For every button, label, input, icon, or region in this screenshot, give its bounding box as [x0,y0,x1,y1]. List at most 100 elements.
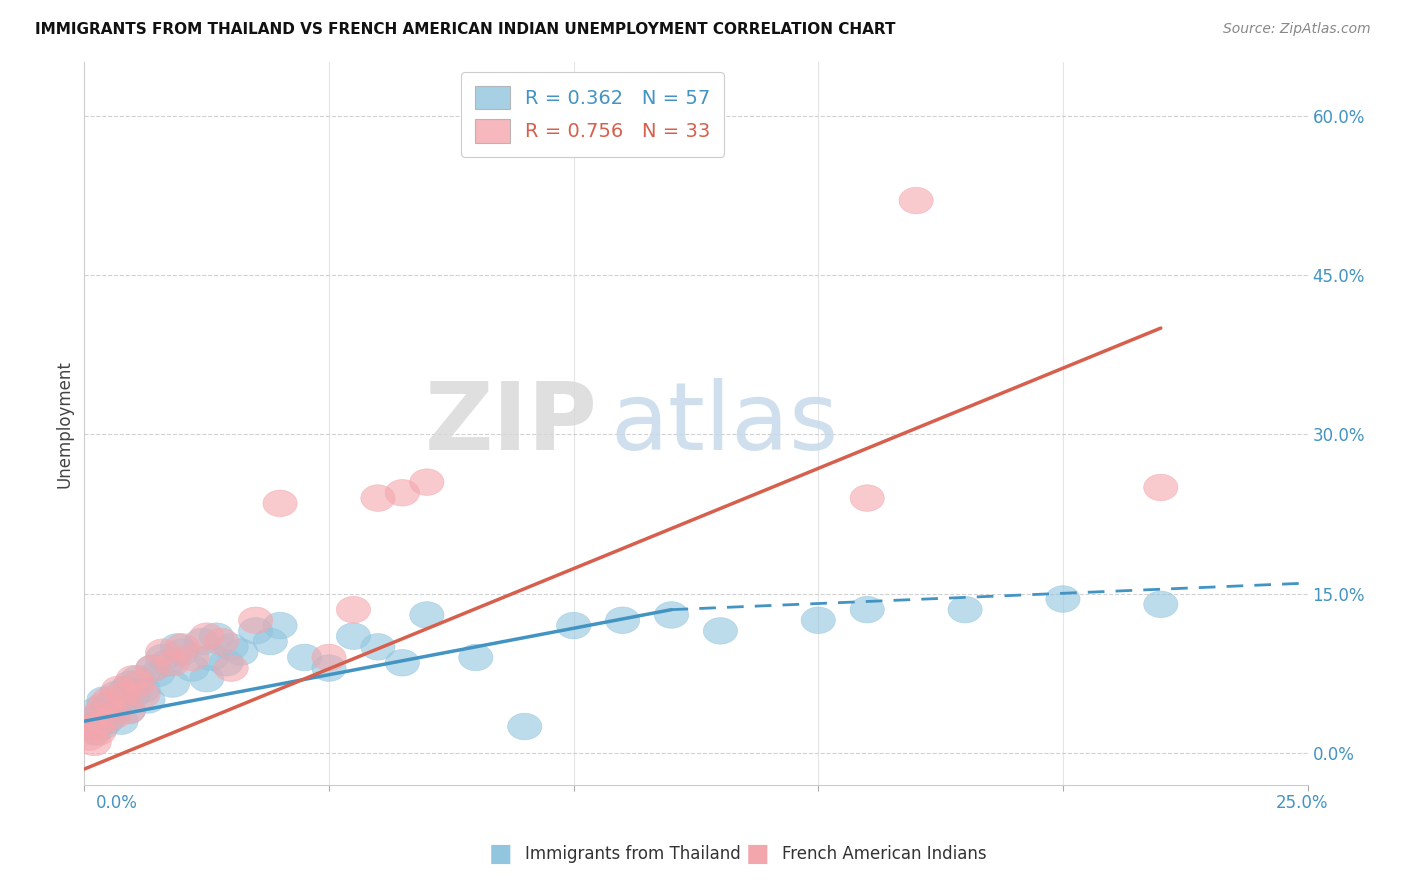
Ellipse shape [82,719,117,745]
Text: ■: ■ [745,841,769,865]
Ellipse shape [898,187,934,214]
Text: 25.0%: 25.0% [1277,794,1329,812]
Ellipse shape [87,692,121,719]
Ellipse shape [94,703,128,729]
Ellipse shape [409,602,444,628]
Ellipse shape [336,597,371,623]
Ellipse shape [606,607,640,633]
Ellipse shape [508,714,541,739]
Ellipse shape [72,714,107,739]
Ellipse shape [214,655,249,681]
Ellipse shape [703,617,738,644]
Ellipse shape [385,649,419,676]
Ellipse shape [194,644,229,671]
Ellipse shape [82,703,117,729]
Ellipse shape [107,687,141,714]
Ellipse shape [114,671,148,698]
Ellipse shape [117,681,150,708]
Ellipse shape [224,639,259,665]
Ellipse shape [111,698,146,724]
Ellipse shape [385,480,419,506]
Ellipse shape [165,633,200,660]
Ellipse shape [127,676,160,703]
Ellipse shape [458,644,494,671]
Ellipse shape [654,602,689,628]
Ellipse shape [150,649,184,676]
Ellipse shape [239,617,273,644]
Ellipse shape [77,729,111,756]
Text: IMMIGRANTS FROM THAILAND VS FRENCH AMERICAN INDIAN UNEMPLOYMENT CORRELATION CHAR: IMMIGRANTS FROM THAILAND VS FRENCH AMERI… [35,22,896,37]
Ellipse shape [98,681,134,708]
Text: ■: ■ [489,841,513,865]
Ellipse shape [1143,475,1178,500]
Ellipse shape [84,714,118,739]
Ellipse shape [336,623,371,649]
Ellipse shape [312,655,346,681]
Ellipse shape [121,671,155,698]
Ellipse shape [89,708,124,734]
Ellipse shape [146,639,180,665]
Ellipse shape [1143,591,1178,617]
Ellipse shape [107,681,141,708]
Text: Immigrants from Thailand: Immigrants from Thailand [524,845,741,863]
Text: atlas: atlas [610,377,838,470]
Ellipse shape [75,708,108,734]
Ellipse shape [204,628,239,655]
Ellipse shape [263,490,297,516]
Ellipse shape [146,644,180,671]
Text: French American Indians: French American Indians [782,845,986,863]
Text: 0.0%: 0.0% [96,794,138,812]
Text: Source: ZipAtlas.com: Source: ZipAtlas.com [1223,22,1371,37]
Ellipse shape [361,484,395,511]
Ellipse shape [77,719,111,745]
Ellipse shape [155,671,190,698]
Ellipse shape [948,597,983,623]
Ellipse shape [111,698,146,724]
Ellipse shape [87,687,121,714]
Ellipse shape [174,655,209,681]
Ellipse shape [117,665,150,692]
Ellipse shape [101,676,136,703]
Ellipse shape [127,681,160,708]
Text: ZIP: ZIP [425,377,598,470]
Ellipse shape [75,714,108,739]
Ellipse shape [131,687,165,714]
Ellipse shape [190,665,224,692]
Ellipse shape [312,644,346,671]
Ellipse shape [851,484,884,511]
Ellipse shape [409,469,444,495]
Ellipse shape [253,628,287,655]
Ellipse shape [80,703,114,729]
Ellipse shape [557,612,591,639]
Ellipse shape [361,633,395,660]
Ellipse shape [160,633,194,660]
Ellipse shape [263,612,297,639]
Ellipse shape [851,597,884,623]
Ellipse shape [97,698,131,724]
Ellipse shape [97,703,131,729]
Ellipse shape [91,687,127,714]
Ellipse shape [184,628,219,655]
Ellipse shape [155,649,190,676]
Ellipse shape [121,665,155,692]
Ellipse shape [1046,586,1080,612]
Ellipse shape [287,644,322,671]
Ellipse shape [72,724,107,750]
Ellipse shape [174,644,209,671]
Ellipse shape [91,692,127,719]
Ellipse shape [200,623,233,649]
Ellipse shape [214,633,249,660]
Y-axis label: Unemployment: Unemployment [55,359,73,488]
Ellipse shape [209,649,243,676]
Ellipse shape [136,655,170,681]
Legend: R = 0.362   N = 57, R = 0.756   N = 33: R = 0.362 N = 57, R = 0.756 N = 33 [461,72,724,157]
Ellipse shape [108,676,143,703]
Ellipse shape [136,655,170,681]
Ellipse shape [101,692,136,719]
Ellipse shape [801,607,835,633]
Ellipse shape [84,708,118,734]
Ellipse shape [104,708,138,734]
Ellipse shape [190,623,224,649]
Ellipse shape [239,607,273,633]
Ellipse shape [80,698,114,724]
